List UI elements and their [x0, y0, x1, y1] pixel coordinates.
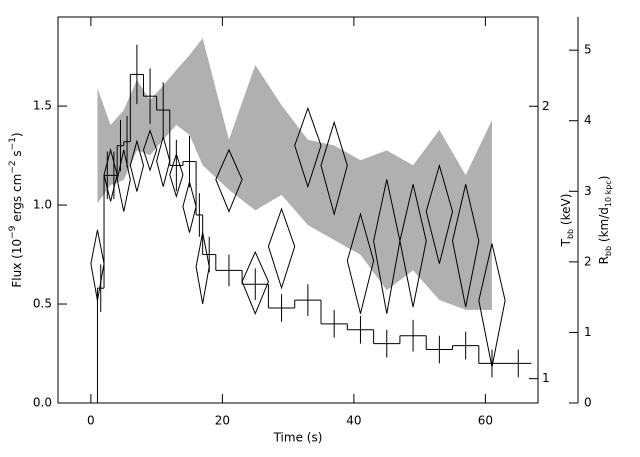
temperature-diamond — [478, 243, 506, 368]
label-part: bb — [566, 229, 575, 239]
temperature-diamond — [116, 149, 131, 212]
label-part: (keV) — [559, 194, 573, 229]
temperature-diamond — [182, 179, 197, 233]
temperature-diamond — [129, 139, 144, 192]
temperature-diamond — [156, 135, 171, 187]
x-tick-label: 0 — [87, 414, 95, 428]
radius-band — [97, 38, 492, 310]
y2-axis-label: Tbb (keV) — [559, 194, 575, 248]
label-part: Flux (10 — [10, 239, 24, 288]
label-part: −1 — [8, 137, 18, 150]
temperature-diamond — [241, 250, 269, 315]
label-part: 10 kpc — [604, 180, 613, 207]
label-part: R — [597, 256, 611, 264]
temperature-diamond — [294, 106, 322, 189]
temperature-diamond — [425, 163, 454, 264]
y3-tick-label: 4 — [584, 113, 592, 127]
x-tick-label: 20 — [215, 414, 230, 428]
label-part: ) — [597, 176, 611, 181]
temperature-diamond — [452, 184, 480, 308]
label-part: ergs cm — [10, 174, 24, 226]
label-part: s — [10, 150, 24, 160]
label-part: −9 — [8, 225, 18, 239]
y2-tick-label: 2 — [542, 99, 550, 113]
y2-tick-label: 1 — [542, 371, 550, 385]
y-tick-label: 1.0 — [33, 198, 52, 212]
y3-tick-label: 2 — [584, 254, 592, 268]
label-part: ) — [10, 132, 24, 137]
y-tick-label: 0.5 — [33, 297, 52, 311]
y3-tick-label: 0 — [584, 396, 592, 410]
y3-tick-label: 1 — [584, 325, 592, 339]
temperature-diamond — [373, 179, 401, 314]
temperature-diamond — [103, 147, 118, 202]
temperature-diamond — [320, 120, 348, 217]
label-part: (km/d — [597, 207, 611, 246]
temperature-diamond — [142, 129, 158, 172]
x-axis-label: Time (s) — [273, 431, 323, 445]
y-tick-label: 0.0 — [33, 396, 52, 410]
temperature-diamond — [267, 207, 296, 290]
y3-tick-label: 3 — [584, 184, 592, 198]
label-part: −2 — [8, 160, 18, 173]
temperature-diamond — [90, 229, 105, 301]
label-part: T — [559, 238, 573, 247]
y3-tick-label: 5 — [584, 43, 592, 57]
temperature-diamond — [169, 152, 184, 199]
x-tick-label: 40 — [346, 414, 361, 428]
temperature-diamond — [215, 148, 243, 213]
temperature-diamond — [346, 212, 375, 314]
y-axis-label: Flux (10−9 ergs cm−2 s−1) — [8, 132, 24, 287]
x-tick-label: 60 — [478, 414, 493, 428]
label-part: bb — [604, 246, 613, 256]
y3-axis-label: Rbb (km/d10 kpc) — [597, 176, 613, 265]
temperature-diamond — [195, 232, 210, 304]
y-tick-label: 1.5 — [33, 99, 52, 113]
temperature-diamond — [399, 184, 427, 308]
